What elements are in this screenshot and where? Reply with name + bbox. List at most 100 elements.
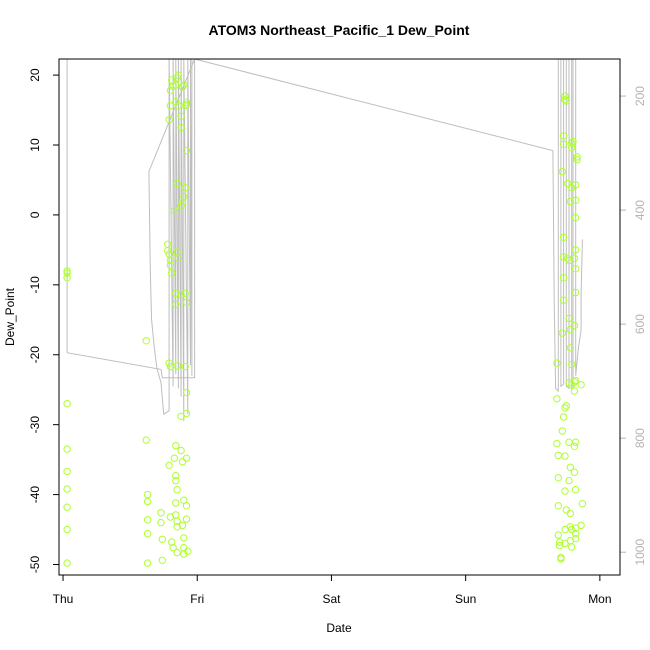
data-point xyxy=(184,547,192,555)
data-point xyxy=(572,265,580,273)
data-point xyxy=(573,156,581,164)
data-point xyxy=(158,556,167,564)
data-point xyxy=(565,476,573,485)
data-point xyxy=(566,325,574,334)
data-point xyxy=(174,254,183,262)
data-point xyxy=(173,523,181,531)
data-point xyxy=(143,516,152,524)
data-point xyxy=(568,525,576,534)
data-point xyxy=(180,81,188,89)
data-point xyxy=(63,400,71,408)
data-point xyxy=(182,100,191,109)
data-point xyxy=(577,521,585,530)
data-point xyxy=(559,413,568,421)
y-tick-label: -10 xyxy=(28,276,42,294)
data-point xyxy=(566,509,574,518)
data-point xyxy=(570,378,579,386)
right-axis-tick-label: 200 xyxy=(633,86,647,106)
data-point xyxy=(182,388,191,397)
data-point xyxy=(557,553,565,562)
data-point xyxy=(168,269,176,277)
data-point xyxy=(165,116,173,124)
data-point xyxy=(172,300,180,309)
data-point xyxy=(181,362,189,371)
data-point xyxy=(570,254,579,262)
data-point xyxy=(561,404,569,412)
data-point xyxy=(63,485,71,493)
data-point xyxy=(558,329,566,337)
data-point xyxy=(158,535,167,543)
data-point xyxy=(172,499,180,507)
data-point xyxy=(182,454,191,462)
data-point xyxy=(559,140,568,149)
data-point xyxy=(181,102,189,110)
data-point xyxy=(157,518,165,527)
y-tick-label: -20 xyxy=(28,346,42,364)
y-axis-label: Dew_Point xyxy=(3,287,17,346)
data-point xyxy=(182,98,191,107)
data-point xyxy=(561,92,569,100)
data-point xyxy=(177,123,185,132)
data-point xyxy=(566,344,574,352)
data-point xyxy=(143,490,152,499)
x-tick-label: Fri xyxy=(190,592,204,606)
data-point xyxy=(172,472,180,480)
x-tick-label: Sat xyxy=(322,592,341,606)
data-point xyxy=(577,381,585,389)
data-point xyxy=(173,548,181,557)
data-point xyxy=(572,246,580,254)
data-point xyxy=(182,409,191,418)
data-point xyxy=(570,442,579,450)
data-point xyxy=(63,445,71,453)
data-point xyxy=(553,439,561,448)
data-point xyxy=(178,83,187,91)
data-point xyxy=(553,359,561,367)
data-point xyxy=(566,463,574,471)
data-point xyxy=(173,362,181,370)
y-tick-label: -40 xyxy=(28,486,42,504)
x-tick-label: Thu xyxy=(53,592,74,606)
data-point xyxy=(572,438,580,446)
data-point xyxy=(143,497,152,506)
data-point xyxy=(553,395,561,403)
data-point xyxy=(558,167,566,176)
data-point xyxy=(63,274,71,282)
data-point xyxy=(561,452,569,460)
data-point xyxy=(570,468,579,476)
data-point xyxy=(570,387,579,395)
data-point xyxy=(143,530,152,538)
data-point xyxy=(182,146,191,155)
data-point xyxy=(566,197,574,206)
data-point xyxy=(142,337,150,345)
data-point xyxy=(142,436,150,444)
data-point xyxy=(561,95,569,104)
data-point xyxy=(63,267,71,275)
data-point xyxy=(572,486,580,494)
data-point xyxy=(569,137,577,146)
y-tick-label: -30 xyxy=(28,416,42,434)
data-point xyxy=(559,233,568,242)
data-point xyxy=(572,376,580,385)
data-point xyxy=(568,139,576,147)
data-point xyxy=(170,454,179,462)
data-point xyxy=(173,517,181,525)
data-point xyxy=(565,314,573,323)
data-point xyxy=(63,503,71,511)
right-axis-tick-label: 800 xyxy=(633,428,647,448)
data-point xyxy=(168,538,176,546)
data-point xyxy=(63,559,71,567)
y-axis: -50 -40 -30 -20 -10 0 10 20 xyxy=(28,68,59,573)
data-point xyxy=(554,531,562,539)
data-point xyxy=(180,534,188,542)
data-point xyxy=(568,543,576,551)
data-point xyxy=(181,289,189,297)
data-point xyxy=(572,534,580,543)
profile-line xyxy=(66,59,583,422)
profile-line-layer xyxy=(66,59,583,422)
y-tick-label: 10 xyxy=(28,138,42,152)
right-axis-tick-label: 600 xyxy=(633,314,647,334)
data-point xyxy=(157,509,165,517)
data-point xyxy=(558,427,566,435)
